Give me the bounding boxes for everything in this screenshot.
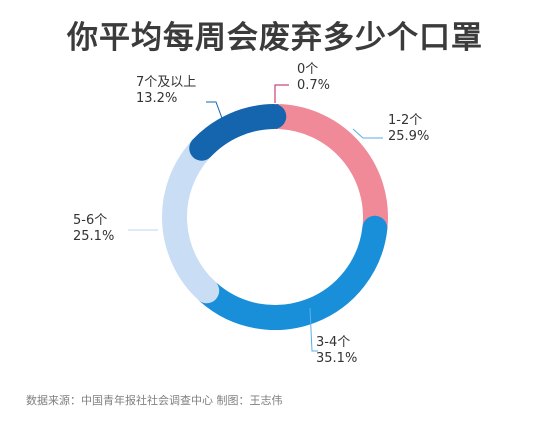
leader-line-2 [309, 307, 318, 352]
slice-label-value-0: 0.7% [297, 78, 330, 93]
donut-slice-2 [196, 215, 388, 330]
chart-title: 你平均每周会废弃多少个口罩 [67, 20, 483, 56]
donut-slice-4 [189, 104, 287, 161]
slice-label-category-4: 7个及以上 [136, 75, 196, 90]
slice-label-value-3: 25.1% [73, 229, 114, 244]
source-note: 数据来源：中国青年报社社会调查中心 制图：王志伟 [26, 394, 283, 407]
slice-label-value-2: 35.1% [316, 351, 357, 366]
donut-slice-1 [268, 104, 388, 239]
slice-label-category-3: 5-6个 [73, 213, 107, 228]
slice-label-category-2: 3-4个 [316, 335, 350, 350]
slice-label-category-0: 0个 [297, 62, 318, 77]
donut-slice-3 [162, 137, 220, 304]
slice-label-value-4: 13.2% [136, 91, 177, 106]
leader-line-1 [352, 128, 383, 139]
slice-label-value-1: 25.9% [388, 129, 429, 144]
leader-line-4 [206, 101, 227, 130]
slice-label-category-1: 1-2个 [388, 113, 422, 128]
leader-line-0 [274, 84, 289, 103]
